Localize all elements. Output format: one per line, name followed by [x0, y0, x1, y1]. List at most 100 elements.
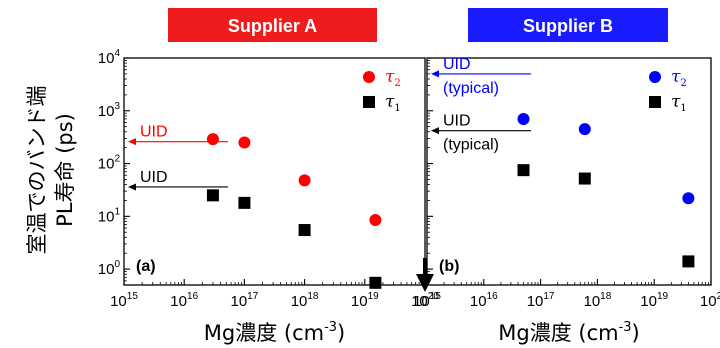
panel-a-y-tick-exp: 1: [114, 206, 120, 217]
panel-b-point-tau2: [517, 112, 530, 125]
panel-b-point-tau2: [682, 192, 695, 205]
panel-a-point-tau2: [369, 214, 382, 227]
panel-a-point-tau1: [238, 196, 251, 209]
panel-a-x-axis-title-sup: -3: [324, 320, 337, 335]
panel-a-uid-arrow-head: [128, 183, 136, 191]
panel-b-title-banner: [468, 8, 668, 42]
panel-b-title: Supplier B: [523, 16, 613, 36]
panel-b-x-tick-exp: 2: [717, 291, 720, 302]
panel-a-x-tick-base: 10: [291, 293, 308, 310]
panel-a-x-tick-label: 1019: [351, 291, 379, 310]
panel-a-point-tau1: [369, 276, 382, 289]
panel-a-x-tick-label: 1018: [291, 291, 319, 310]
panel-a-x-tick-base: 10: [170, 293, 187, 310]
panel-a-y-tick-label: 100: [98, 259, 121, 278]
panel-b-x-tick-base: 10: [470, 293, 487, 310]
panel-b-uid-label-line2: (typical): [443, 137, 499, 154]
panel-a-legend-label: τ2: [385, 67, 401, 89]
panel-b-point-tau1: [578, 172, 591, 185]
panel-b-x-tick-base: 10: [583, 293, 600, 310]
panel-b-x-tick-label: 1015: [413, 291, 441, 310]
panel-a-x-tick-exp: 20: [428, 291, 440, 302]
panel-b-point-tau1: [682, 255, 695, 268]
panel-a-plot-frame: [123, 57, 426, 286]
panel-a-x-tick-exp: 16: [187, 291, 199, 302]
panel-b-x-tick-label: 102: [700, 291, 720, 310]
panel-b-legend-tau: τ: [671, 67, 681, 87]
panel-b-uid-arrow-head: [431, 127, 439, 135]
panel-a-legend-label: τ1: [385, 92, 401, 114]
panel-b-x-tick-label: 1016: [470, 291, 498, 310]
panel-a-y-tick-exp: 3: [114, 101, 120, 112]
panel-a-y-tick-exp: 0: [114, 259, 120, 270]
panel-b-uid-label: UID: [443, 113, 471, 130]
panel-a-uid-label: UID: [140, 169, 168, 186]
panel-b-point-tau2: [578, 123, 591, 136]
panel-b-x-tick-exp: 19: [657, 291, 669, 302]
panel-a-legend-marker-circle: [363, 71, 375, 83]
panel-a-legend-marker-square: [363, 96, 375, 108]
panel-b-legend-tau: τ: [671, 92, 681, 112]
panel-b-x-tick-label: 1017: [527, 291, 555, 310]
panel-b-x-tick-base: 10: [527, 293, 544, 310]
panel-a-x-axis-title-tail: ): [337, 321, 345, 345]
panel-b-legend-label: τ1: [671, 92, 687, 114]
panel-a-y-tick-base: 10: [98, 50, 115, 67]
panel-a-y-tick-exp: 4: [114, 48, 120, 59]
panel-a-legend-tau: τ: [385, 67, 395, 87]
y-axis-title: 室温でのバンド端 PL寿命 (ps): [25, 85, 77, 254]
panel-a-point-tau1: [206, 189, 219, 202]
panel-a-x-tick-label: 1015: [110, 291, 138, 310]
panel-b-x-tick-exp: 16: [487, 291, 499, 302]
panel-b-x-axis-title-sup: -3: [619, 320, 632, 335]
panel-b-uid-arrow-head: [431, 70, 439, 78]
panel-a-y-tick-label: 102: [98, 154, 121, 173]
panel-b-uid-label-line2: (typical): [443, 80, 499, 97]
panel-b-point-tau1: [517, 164, 530, 177]
panel-b-legend-sub: 2: [680, 78, 686, 89]
panel-a-y-tick-base: 10: [98, 261, 115, 278]
panel-a-title-banner: [168, 8, 377, 42]
panel-a-x-tick-base: 10: [351, 293, 368, 310]
panel-b-x-tick-exp: 17: [543, 291, 555, 302]
panel-a-x-tick-label: 1016: [170, 291, 198, 310]
panel-b-x-axis-title: Mg濃度 (cm-3): [498, 320, 640, 345]
panel-a-y-tick-base: 10: [98, 156, 115, 173]
panel-a-uid-label: UID: [140, 124, 168, 141]
panel-b-x-axis-title-tail: ): [632, 321, 640, 345]
y-axis-title-line1: 室温でのバンド端: [25, 85, 49, 254]
panel-b-x-axis-title-main: Mg濃度 (cm: [498, 321, 618, 345]
panel-a-legend-sub: 1: [394, 103, 400, 114]
panel-b-x-tick-base: 10: [640, 293, 657, 310]
panel-a-x-tick-base: 10: [110, 293, 127, 310]
panel-a-x-axis-title: Mg濃度 (cm-3): [204, 320, 346, 345]
panel-a-x-tick-exp: 15: [127, 291, 139, 302]
panel-b-x-tick-base: 10: [700, 293, 717, 310]
panel-b-legend-sub: 1: [680, 103, 686, 114]
panel-b-panel-label: (b): [439, 258, 459, 275]
panel-a-title: Supplier A: [228, 16, 317, 36]
panel-a-panel-label: (a): [136, 258, 156, 275]
panel-a-y-tick-label: 103: [98, 101, 121, 120]
panel-b-x-tick-exp: 18: [600, 291, 612, 302]
panel-b-x-tick-base: 10: [413, 293, 430, 310]
panel-a-legend-sub: 2: [394, 78, 400, 89]
panel-a-x-tick-base: 10: [411, 293, 428, 310]
panel-a-legend-tau: τ: [385, 92, 395, 112]
panel-a-x-tick-exp: 17: [247, 291, 259, 302]
panel-a-x-tick-label: 1020: [411, 291, 439, 310]
panel-a-x-axis-title-main: Mg濃度 (cm: [204, 321, 324, 345]
panel-a-y-tick-exp: 2: [114, 154, 120, 165]
panel-a-y-tick-base: 10: [98, 103, 115, 120]
panel-a-point-tau2: [298, 174, 311, 187]
y-axis-title-line2: PL寿命 (ps): [53, 113, 77, 227]
panel-a-y-tick-label: 104: [98, 48, 121, 67]
panel-b-uid-label: UID: [443, 56, 471, 73]
panel-a-down-arrow-head: [416, 274, 434, 292]
panel-a-uid-arrow-head: [128, 138, 136, 146]
panel-a-x-tick-base: 10: [230, 293, 247, 310]
panel-b-legend-marker-circle: [649, 71, 661, 83]
panel-a-y-tick-base: 10: [98, 208, 115, 225]
